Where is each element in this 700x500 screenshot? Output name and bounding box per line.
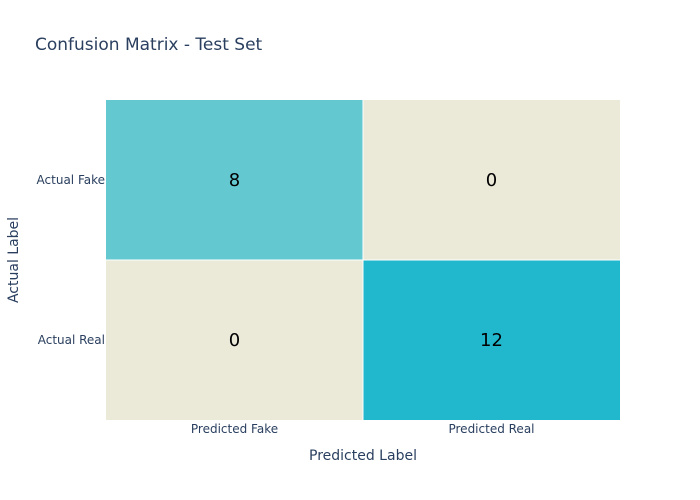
cell-value-label: 8 xyxy=(229,170,240,191)
y-tick-labels: Actual Fake Actual Real xyxy=(37,173,105,347)
chart-title: Confusion Matrix - Test Set xyxy=(35,35,263,55)
heatmap-cell xyxy=(106,260,363,420)
heatmap-cell-labels: 8 0 0 12 xyxy=(229,170,503,351)
cell-value-label: 12 xyxy=(480,330,503,351)
x-tick-label: Predicted Fake xyxy=(191,422,278,436)
y-axis-title: Actual Label xyxy=(6,217,22,303)
y-tick-label: Actual Fake xyxy=(37,173,105,187)
x-axis-title: Predicted Label xyxy=(309,448,417,464)
heatmap-cell xyxy=(363,260,620,420)
heatmap-cell xyxy=(363,100,620,260)
heatmap-cells xyxy=(106,100,620,420)
cell-value-label: 0 xyxy=(229,330,240,351)
x-tick-labels: Predicted Fake Predicted Real xyxy=(191,422,535,436)
y-tick-label: Actual Real xyxy=(38,333,105,347)
heatmap-cell xyxy=(106,100,363,260)
x-tick-label: Predicted Real xyxy=(448,422,534,436)
cell-value-label: 0 xyxy=(486,170,497,191)
